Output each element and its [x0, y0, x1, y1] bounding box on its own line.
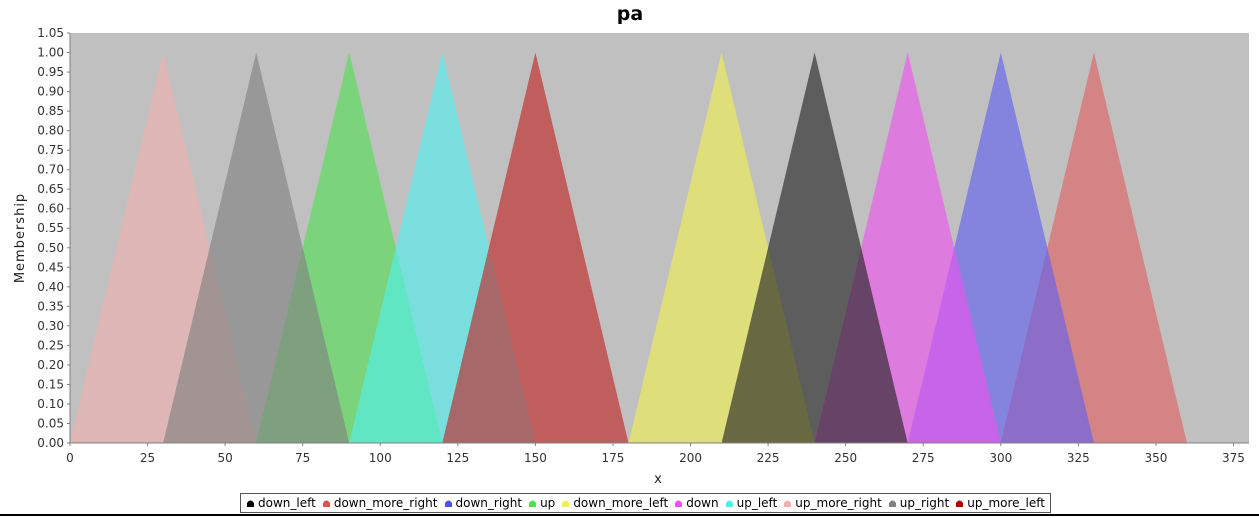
y-tick-label: 0.65	[37, 182, 64, 196]
legend-swatch	[888, 500, 896, 507]
legend-swatch	[562, 500, 570, 507]
x-tick-label: 100	[369, 451, 392, 465]
x-tick-label: 175	[602, 451, 625, 465]
y-tick-label: 0.00	[37, 436, 64, 450]
legend-label: down_more_left	[573, 496, 669, 510]
x-tick-label: 300	[989, 451, 1012, 465]
x-tick-label: 150	[524, 451, 547, 465]
bottom-divider	[0, 514, 1259, 516]
legend-label: up_left	[736, 496, 778, 510]
x-tick-label: 75	[295, 451, 310, 465]
legend-swatch	[444, 500, 452, 507]
x-tick-label: 275	[912, 451, 935, 465]
area-up_right	[163, 52, 350, 443]
y-tick-label: 1.05	[37, 26, 64, 40]
y-tick-label: 0.85	[37, 104, 64, 118]
y-tick-label: 0.15	[37, 377, 64, 391]
y-axis: 0.00 0.05 0.10 0.15 0.20 0.25 0.30 0.35 0.40 0.45…	[37, 26, 71, 450]
legend-swatch	[725, 500, 733, 507]
x-tick-label: 200	[679, 451, 702, 465]
y-tick-label: 0.75	[37, 143, 64, 157]
x-tick-label: 125	[446, 451, 469, 465]
y-tick-label: 0.95	[37, 65, 64, 79]
y-tick-label: 0.35	[37, 299, 64, 313]
legend-swatch	[247, 500, 254, 507]
legend-swatch	[529, 500, 537, 507]
x-tick-label: 25	[140, 451, 155, 465]
y-tick-label: 0.20	[37, 358, 64, 372]
y-tick-label: 0.60	[37, 202, 64, 216]
y-tick-label: 1.00	[37, 46, 64, 60]
legend-label: up_right	[899, 496, 950, 510]
legend-swatch	[675, 500, 683, 507]
series-areas	[70, 52, 1187, 443]
legend-swatch	[322, 500, 330, 507]
x-tick-label: 0	[66, 451, 74, 465]
y-tick-label: 0.80	[37, 124, 64, 138]
legend-label: down_left	[258, 496, 316, 510]
y-tick-label: 0.70	[37, 163, 64, 177]
y-tick-label: 0.45	[37, 260, 64, 274]
area-series-10	[721, 52, 908, 443]
legend: down_left down_more_right down_right up down…	[240, 493, 1051, 513]
x-tick-label: 325	[1067, 451, 1090, 465]
legend-item-down_right: down_right	[444, 496, 523, 510]
legend-item-up_more_left: up_more_left	[955, 496, 1045, 510]
legend-item-down: down	[674, 496, 719, 510]
legend-item-up_right: up_right	[888, 496, 949, 510]
area-up_more_left	[442, 52, 629, 443]
legend-item-down_more_right: down_more_right	[322, 496, 438, 510]
y-tick-label: 0.90	[37, 85, 64, 99]
legend-item-up: up	[528, 496, 555, 510]
x-tick-label: 350	[1144, 451, 1167, 465]
y-tick-label: 0.55	[37, 221, 64, 235]
legend-label: up	[540, 496, 556, 510]
x-axis: 0 25 50 75 100 125 150 175 200 225 250 275 300 325 350…	[66, 442, 1249, 465]
legend-label: up_more_left	[967, 496, 1045, 510]
legend-label: down	[686, 496, 719, 510]
legend-item-down_more_left: down_more_left	[561, 496, 668, 510]
legend-swatch	[956, 500, 964, 507]
y-tick-label: 0.30	[37, 319, 64, 333]
legend-label: down_more_right	[333, 496, 438, 510]
legend-item-up_more_right: up_more_right	[783, 496, 882, 510]
y-tick-label: 0.25	[37, 338, 64, 352]
y-axis-title: Membership	[13, 193, 28, 283]
legend-swatch	[784, 500, 792, 507]
legend-item-up_left: up_left	[725, 496, 778, 510]
x-axis-title: x	[654, 472, 662, 487]
x-tick-label: 375	[1222, 451, 1245, 465]
legend-item-down_left: down_left	[246, 496, 316, 510]
x-tick-label: 250	[834, 451, 857, 465]
y-tick-label: 0.10	[37, 397, 64, 411]
legend-label: down_right	[455, 496, 523, 510]
y-tick-label: 0.40	[37, 280, 64, 294]
legend-label: up_more_right	[795, 496, 882, 510]
x-tick-label: 50	[217, 451, 232, 465]
y-tick-label: 0.50	[37, 241, 64, 255]
y-tick-label: 0.05	[37, 416, 64, 430]
x-tick-label: 225	[757, 451, 780, 465]
chart-title: pa	[617, 3, 643, 25]
